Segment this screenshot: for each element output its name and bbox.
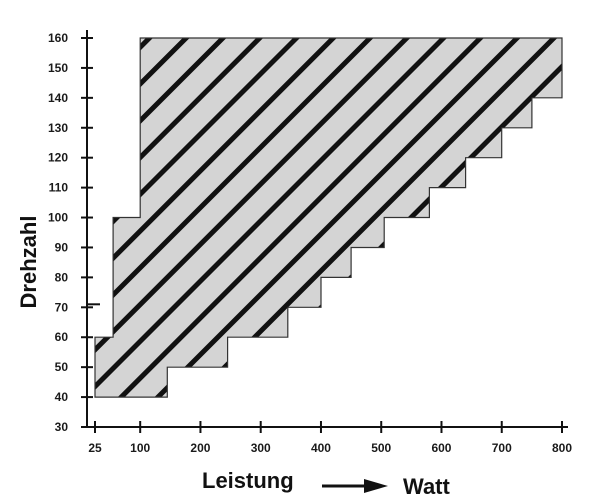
y-tick-label: 40 (55, 390, 69, 404)
y-tick-label: 110 (49, 181, 69, 195)
x-axis-unit: Watt (403, 474, 451, 499)
y-tick-label: 50 (55, 360, 69, 374)
x-tick-label: 700 (492, 441, 512, 455)
x-tick-label: 300 (251, 441, 271, 455)
operating-region (94, 37, 563, 398)
y-tick-label: 90 (55, 240, 69, 254)
x-axis: 25 100 200 300 400 500 600 700 800 (81, 421, 572, 455)
y-axis-title: Drehzahl (16, 216, 41, 309)
arrow-icon (322, 479, 388, 493)
x-tick-label: 600 (431, 441, 451, 455)
x-tick-label: 400 (311, 441, 331, 455)
x-ticks: 25 100 200 300 400 500 600 700 800 (88, 421, 572, 455)
y-tick-label: 160 (48, 31, 68, 45)
y-tick-label: 70 (55, 300, 69, 314)
y-ticks: 30 40 50 60 70 80 90 100 110 120 130 140 150 160 (48, 31, 100, 434)
y-tick-label: 120 (48, 151, 68, 165)
x-tick-label: 800 (552, 441, 572, 455)
y-tick-label: 30 (55, 420, 69, 434)
x-tick-label: 500 (371, 441, 391, 455)
x-axis-title: Leistung (202, 468, 294, 493)
x-tick-label: 25 (88, 441, 102, 455)
y-tick-label: 100 (48, 211, 68, 225)
y-tick-label: 140 (48, 91, 68, 105)
y-axis: 30 40 50 60 70 80 90 100 110 120 130 140 150 160 (48, 30, 100, 434)
y-tick-label: 80 (55, 270, 69, 284)
plot-area (94, 37, 563, 398)
x-tick-label: 200 (190, 441, 210, 455)
y-tick-label: 60 (55, 330, 69, 344)
x-tick-label: 100 (130, 441, 150, 455)
y-tick-label: 150 (48, 61, 68, 75)
y-tick-label: 130 (48, 121, 68, 135)
